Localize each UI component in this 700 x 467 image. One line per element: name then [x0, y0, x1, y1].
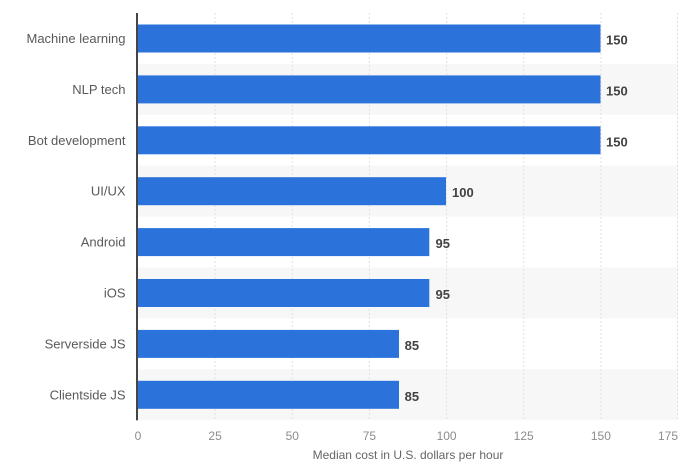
svg-text:175: 175: [658, 429, 678, 443]
svg-text:iOS: iOS: [104, 286, 126, 301]
svg-text:Machine learning: Machine learning: [26, 31, 125, 46]
svg-text:85: 85: [405, 338, 419, 353]
svg-text:85: 85: [405, 389, 419, 404]
svg-text:Android: Android: [81, 235, 126, 250]
svg-text:Median cost in U.S. dollars pe: Median cost in U.S. dollars per hour: [313, 448, 504, 462]
svg-text:150: 150: [591, 429, 611, 443]
svg-text:125: 125: [514, 429, 534, 443]
svg-text:50: 50: [286, 429, 300, 443]
svg-text:100: 100: [452, 185, 474, 200]
svg-text:Bot development: Bot development: [28, 133, 126, 148]
svg-text:150: 150: [606, 134, 628, 149]
svg-text:Serverside JS: Serverside JS: [45, 336, 126, 351]
svg-text:95: 95: [436, 287, 450, 302]
svg-text:UI/UX: UI/UX: [91, 184, 126, 199]
svg-text:25: 25: [208, 429, 222, 443]
svg-text:150: 150: [606, 33, 628, 48]
svg-text:75: 75: [363, 429, 377, 443]
svg-text:150: 150: [606, 83, 628, 98]
svg-text:100: 100: [437, 429, 457, 443]
svg-text:0: 0: [135, 429, 142, 443]
svg-text:95: 95: [436, 236, 450, 251]
svg-text:NLP tech: NLP tech: [72, 82, 125, 97]
svg-text:Clientside JS: Clientside JS: [50, 387, 126, 402]
